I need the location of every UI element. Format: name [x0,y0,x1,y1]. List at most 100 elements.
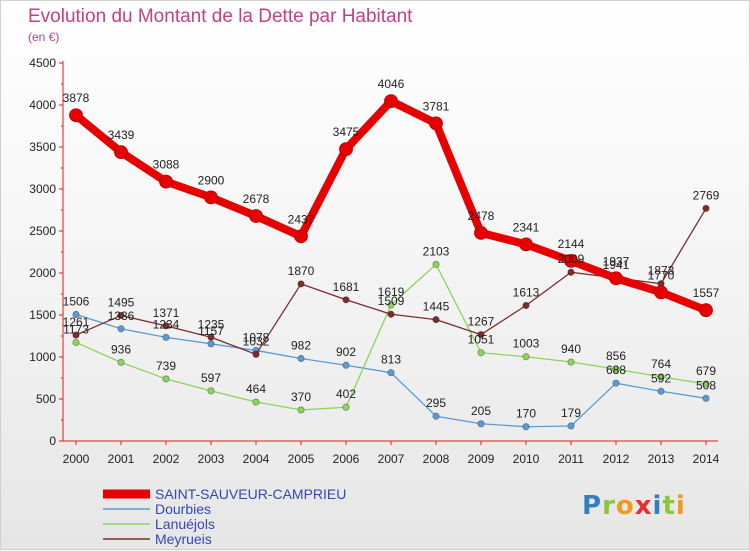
logo-letter: P [582,491,603,521]
data-label: 1003 [513,337,540,351]
data-point [162,375,170,383]
data-point [114,145,128,160]
proxiti-logo: Proxiti [582,491,686,521]
data-point [207,340,215,348]
data-label: 1506 [63,294,90,308]
data-label: 3781 [423,99,450,113]
logo-letter: x [634,491,653,521]
data-point [384,94,398,109]
data-label: 940 [561,342,581,356]
data-point [567,422,575,430]
data-point [477,420,485,428]
data-point [522,353,530,361]
data-point [342,361,350,369]
x-tick-label: 2009 [468,452,495,466]
y-tick-label: 500 [36,392,56,406]
data-label: 370 [291,390,311,404]
data-point [252,398,260,406]
x-tick-label: 2006 [333,452,360,466]
x-tick-label: 2011 [558,452,584,466]
data-label: 2144 [558,237,585,251]
data-point [657,387,665,395]
data-label: 205 [471,404,491,418]
data-point [207,333,215,341]
data-label: 1557 [693,286,720,300]
data-label: 1267 [468,315,495,329]
data-label: 1495 [108,295,135,309]
y-tick-label: 4000 [29,98,56,112]
data-label: 2478 [468,209,495,223]
data-label: 2437 [288,212,315,226]
data-point [612,365,620,373]
data-point [429,116,443,131]
data-label: 1157 [198,324,224,338]
data-point [252,350,260,358]
data-point [702,204,710,213]
data-label: 1681 [333,280,360,294]
y-tick-label: 2000 [29,266,56,280]
data-label: 179 [561,406,581,420]
data-point [297,406,305,414]
y-tick-label: 2500 [29,224,56,238]
data-label: 1234 [153,317,180,331]
data-point [522,423,530,431]
x-tick-label: 2005 [288,452,315,466]
data-point [387,369,395,377]
data-label: 764 [651,357,671,371]
data-point [162,322,170,330]
x-tick-label: 2013 [648,452,675,466]
x-tick-label: 2008 [423,452,450,466]
data-label: 902 [336,345,356,359]
data-label: 1235 [198,317,225,331]
data-point [522,301,530,310]
data-label: 1445 [423,300,450,314]
data-label: 592 [651,371,671,385]
data-label: 1937 [603,254,630,268]
plot-area: 3878 3439 3088 2900 2678 2437 3475 4046 3781 2478… [63,77,720,431]
data-point [387,301,395,309]
data-label: 1032 [243,334,270,348]
data-point [477,349,485,357]
data-label: 982 [291,339,311,353]
data-label: 1870 [288,264,315,278]
x-tick-label: 2014 [693,452,720,466]
data-label: 2769 [693,188,720,202]
legend-label: Dourbies [155,501,211,517]
data-label: 1941 [603,258,630,272]
data-point [294,229,308,244]
x-tick-label: 2004 [243,452,270,466]
data-point [567,358,575,366]
x-tick-label: 2000 [63,452,90,466]
data-label: 936 [111,342,131,356]
data-point [432,316,440,324]
data-label: 402 [336,387,356,401]
data-point [342,296,350,304]
y-tick-label: 3000 [29,182,56,196]
data-point [564,254,578,268]
chart-legend: SAINT-SAUVEUR-CAMPRIEUDourbiesLanuéjolsM… [103,486,346,547]
data-label: 2009 [558,252,585,266]
data-label: 1261 [63,315,90,329]
chart-subtitle: (en €) [28,30,60,44]
legend-label: SAINT-SAUVEUR-CAMPRIEU [155,486,346,502]
data-point [204,190,218,205]
y-tick-label: 1500 [29,308,56,322]
logo-letter: t [662,491,676,521]
x-tick-label: 2007 [378,452,405,466]
legend-label: Meyrueis [155,531,212,547]
data-label: 464 [246,382,266,396]
data-label: 739 [156,359,176,373]
x-tick-label: 2001 [108,452,135,466]
x-tick-label: 2003 [198,452,225,466]
data-label: 1051 [468,333,495,347]
data-point [609,271,623,286]
data-point [117,325,125,333]
data-label: 856 [606,349,626,363]
data-label: 2678 [243,192,270,206]
data-point [477,330,485,339]
data-label: 2103 [423,244,450,258]
data-label: 295 [426,396,446,410]
data-label: 597 [201,371,221,385]
data-point [339,142,353,157]
data-label: 1336 [108,309,135,323]
